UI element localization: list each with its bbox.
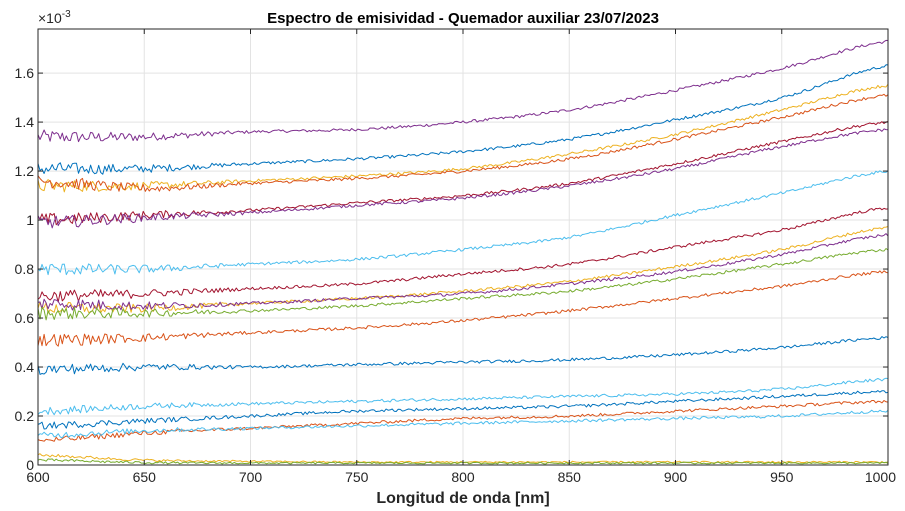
series-line-8: [37, 207, 889, 303]
x-tick-label: 900: [664, 469, 688, 485]
series-line-3: [37, 83, 889, 193]
series-line-16: [37, 400, 889, 442]
x-tick-label: 800: [451, 469, 475, 485]
series-lines: [37, 39, 889, 465]
x-tick-label: 950: [770, 469, 794, 485]
y-tick-label: 1: [26, 212, 34, 228]
series-line-14: [37, 377, 889, 416]
series-line-7: [37, 170, 889, 276]
series-line-11: [37, 248, 889, 321]
series-line-17: [37, 409, 889, 439]
series-line-1: [37, 39, 889, 143]
x-tick-label: 1000: [865, 469, 896, 485]
x-tick-label: 750: [345, 469, 369, 485]
chart-title: Espectro de emisividad - Quemador auxili…: [267, 10, 659, 27]
y-tick-label: 0: [26, 457, 34, 473]
tick-marks: [37, 29, 889, 466]
y-exponent-label: ×10-3: [38, 9, 71, 26]
series-line-5: [37, 120, 889, 226]
x-tick-labels: 600 650 700 750 800 850 900 950 1000: [26, 469, 896, 485]
series-line-10: [37, 233, 889, 311]
y-tick-label: 1.4: [15, 114, 35, 130]
series-line-12: [37, 270, 889, 347]
series-line-4: [37, 93, 889, 192]
series-line-2: [37, 64, 889, 175]
y-tick-label: 0.2: [15, 408, 35, 424]
y-tick-label: 0.8: [15, 261, 35, 277]
y-tick-label: 1.2: [15, 163, 35, 179]
x-axis-label: Longitud de onda [nm]: [376, 490, 549, 507]
y-tick-labels: 0 0.2 0.4 0.6 0.8 1 1.2 1.4 1.6: [15, 65, 35, 473]
x-tick-label: 700: [239, 469, 263, 485]
grid: [37, 29, 889, 465]
x-tick-label: 850: [558, 469, 582, 485]
x-tick-label: 600: [26, 469, 50, 485]
y-tick-label: 0.4: [15, 359, 35, 375]
y-tick-label: 1.6: [15, 65, 35, 81]
y-tick-label: 0.6: [15, 310, 35, 326]
series-line-13: [37, 336, 889, 375]
series-line-6: [37, 128, 889, 229]
x-tick-label: 650: [133, 469, 157, 485]
series-line-15: [37, 390, 889, 430]
